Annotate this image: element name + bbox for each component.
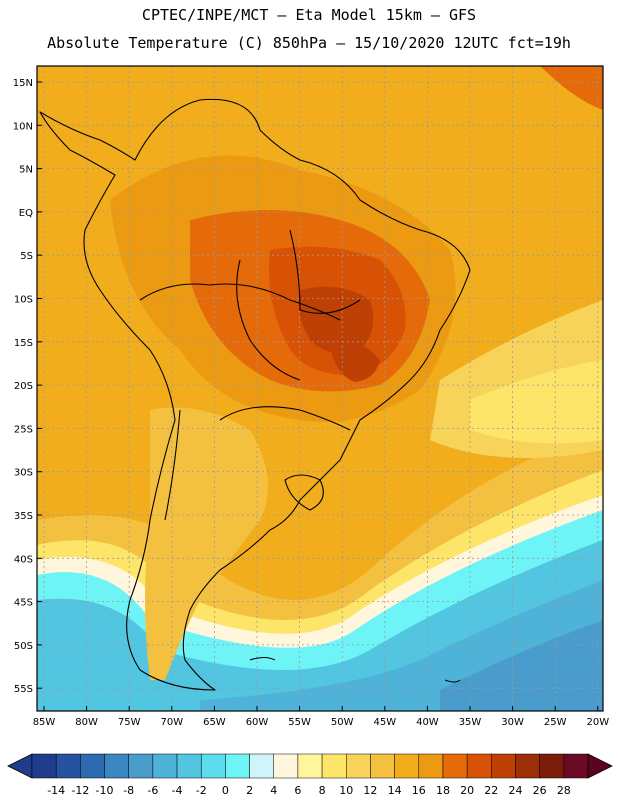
- colorbar-swatch: [442, 753, 468, 779]
- lat-label: 5S: [20, 251, 33, 262]
- lat-label: 15N: [13, 78, 33, 89]
- colorbar-swatch: [31, 753, 57, 779]
- lat-label: 50S: [14, 641, 33, 652]
- colorbar-tick-label: 8: [319, 784, 326, 797]
- colorbar-tick-label: -6: [147, 784, 158, 797]
- colorbar-tick-label: 4: [270, 784, 277, 797]
- temperature-field: [37, 66, 603, 711]
- colorbar-swatch: [321, 753, 347, 779]
- latitude-labels: 15N 10N 5N EQ 5S 10S 15S 20S 25S 30S 35S 40S 45S 50S 5…: [13, 78, 42, 695]
- colorbar-swatch: [225, 753, 250, 779]
- colorbar-tick-label: 18: [436, 784, 450, 797]
- colorbar-tick-label: 26: [533, 784, 547, 797]
- colorbar-low-arrow: [7, 753, 33, 779]
- colorbar-swatch: [539, 753, 565, 779]
- lat-label: 10S: [14, 295, 33, 306]
- map-frame: [36, 65, 604, 712]
- lat-label: 30S: [14, 468, 33, 479]
- map-gridlines: [37, 66, 603, 711]
- colorbar-tick-label: 10: [339, 784, 353, 797]
- lon-label: 40W: [416, 717, 439, 728]
- lat-label: 55S: [14, 684, 33, 695]
- colorbar-tick-label: 22: [484, 784, 498, 797]
- colorbar-swatch: [55, 753, 81, 779]
- colorbar-tick-label: 6: [294, 784, 301, 797]
- colorbar-swatch: [466, 753, 492, 779]
- colorbar-swatch: [491, 753, 516, 779]
- colorbar-swatch: [394, 753, 420, 779]
- colorbar-tick-label: -8: [123, 784, 134, 797]
- lon-label: 35W: [459, 717, 482, 728]
- colorbar-swatch: [176, 753, 202, 779]
- lon-label: 20W: [586, 717, 609, 728]
- lon-label: 45W: [373, 717, 396, 728]
- colorbar-swatch: [346, 753, 371, 779]
- colorbar-high-arrow: [587, 753, 613, 779]
- lon-label: 55W: [288, 717, 311, 728]
- colorbar-tick-label: -2: [196, 784, 207, 797]
- chart-title-line1: CPTEC/INPE/MCT – Eta Model 15km – GFS: [141, 6, 477, 24]
- lon-label: 80W: [75, 717, 98, 728]
- colorbar-swatch: [200, 753, 226, 779]
- colorbar-tick-label: 2: [246, 784, 253, 797]
- colorbar-swatch: [104, 753, 129, 779]
- colorbar-tick-label: -14: [47, 784, 65, 797]
- lat-label: 15S: [14, 338, 33, 349]
- lat-label: 25S: [14, 424, 33, 435]
- lat-label: 35S: [14, 511, 33, 522]
- lat-label: 40S: [14, 554, 33, 565]
- colorbar-tick-label: 24: [508, 784, 522, 797]
- lon-label: 30W: [501, 717, 524, 728]
- colorbar-tick-labels: -14 -12 -10 -8 -6 -4 -2 0 2 4 6 8 10 12 14 16 18 20 22 24 26…: [47, 784, 571, 797]
- lat-label: 20S: [14, 381, 33, 392]
- colorbar-tick-label: 12: [363, 784, 377, 797]
- colorbar-swatch: [80, 753, 105, 779]
- coastline: [39, 98, 471, 691]
- lat-label: EQ: [19, 208, 33, 219]
- colorbar-swatch: [249, 753, 274, 779]
- colorbar-tick-label: -10: [96, 784, 114, 797]
- colorbar-swatch: [128, 753, 154, 779]
- lon-label: 65W: [203, 717, 226, 728]
- lat-label: 45S: [14, 598, 33, 609]
- lon-label: 85W: [33, 717, 56, 728]
- lon-label: 25W: [544, 717, 567, 728]
- colorbar-swatch: [515, 753, 540, 779]
- colorbar-tick-label: 14: [388, 784, 402, 797]
- colorbar-tick-label: 16: [412, 784, 426, 797]
- colorbar-swatch: [563, 753, 589, 779]
- colorbar-swatch: [297, 753, 323, 779]
- chart-title-line2: Absolute Temperature (C) 850hPa – 15/10/…: [47, 34, 571, 52]
- colorbar-swatch: [273, 753, 299, 779]
- lat-label: 10N: [13, 121, 33, 132]
- colorbar-tick-label: 0: [222, 784, 229, 797]
- colorbar-tick-label: 20: [460, 784, 474, 797]
- colorbar-tick-label: -12: [71, 784, 89, 797]
- lon-label: 50W: [331, 717, 354, 728]
- lon-label: 60W: [246, 717, 269, 728]
- lon-label: 70W: [160, 717, 183, 728]
- colorbar-swatch: [152, 753, 178, 779]
- lat-label: 5N: [19, 165, 33, 176]
- lon-label: 75W: [118, 717, 141, 728]
- colorbar-tick-label: 28: [557, 784, 571, 797]
- longitude-labels: 85W 80W 75W 70W 65W 60W 55W 50W 45W 40W 35W 30W 25W 2…: [33, 706, 609, 728]
- colorbar-tick-label: -4: [172, 784, 183, 797]
- colorbar-swatch: [418, 753, 444, 779]
- colorbar-swatch: [370, 753, 395, 779]
- colorbar: [7, 753, 613, 779]
